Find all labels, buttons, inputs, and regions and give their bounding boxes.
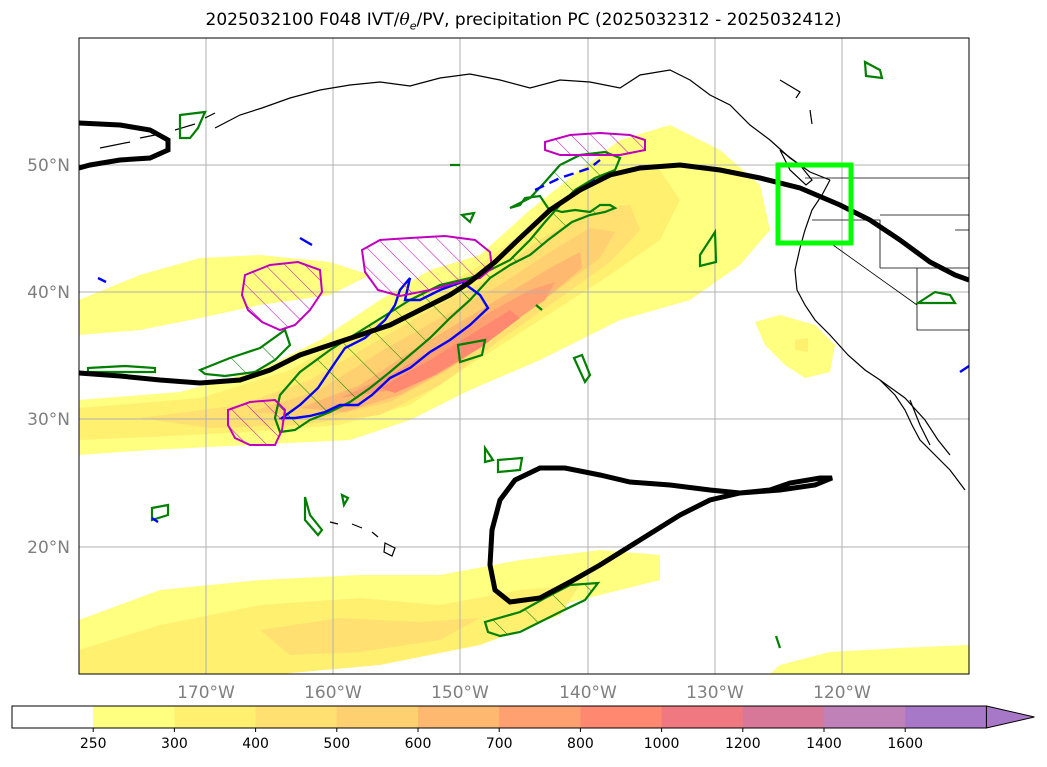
theta-small-3 [483, 444, 524, 474]
colorbar-segment [418, 706, 500, 728]
colorbar-segment [255, 706, 338, 728]
blue-main-contour [278, 277, 490, 420]
theta-small-7 [698, 228, 718, 268]
blue-small-1 [97, 236, 313, 284]
alaska-coast [214, 69, 831, 181]
hawaii-islands [329, 521, 396, 557]
precip-area-4 [227, 398, 287, 446]
lat-label-30: 30°N [27, 410, 70, 430]
theta-symbol: θ [399, 10, 410, 30]
theta-small-13 [535, 304, 782, 649]
colorbar-tick-label: 1400 [806, 736, 842, 752]
plot-title: 2025032100 F048 IVT/θe/PV, precipitation… [0, 10, 1047, 32]
precip-area-1 [360, 234, 494, 298]
map-frame [78, 37, 970, 675]
colorbar-tick-label: 300 [161, 736, 188, 752]
colorbar-segment [580, 706, 663, 728]
ivt-800-core [380, 310, 520, 393]
blue-small-3 [151, 517, 159, 523]
ivt-bl-400 [260, 618, 480, 655]
title-prefix: 2025032100 F048 IVT/ [205, 10, 400, 30]
theta-small-8 [914, 290, 957, 305]
west-coast [794, 179, 966, 491]
colorbar-tick-label: 500 [323, 736, 350, 752]
lon-label-120w: 120°W [813, 683, 871, 703]
colorbar-tick-label: 400 [242, 736, 269, 752]
state-borders [812, 214, 969, 331]
colorbar-labels: 250 300 400 500 600 700 800 1000 1200 1400 1600 [80, 728, 923, 752]
colorbar-segment [742, 706, 825, 728]
haida-gwaii [779, 79, 813, 125]
lon-label-160w: 160°W [304, 683, 362, 703]
colorbar-segment [499, 706, 581, 728]
map-area [79, 38, 969, 674]
theta-small-12 [450, 163, 476, 224]
colorbar-segment [905, 706, 987, 728]
lon-label-150w: 150°W [431, 683, 489, 703]
colorbar-segment [93, 706, 175, 728]
colorbar [11, 705, 1035, 729]
precip-contours [227, 131, 646, 446]
aleutian-islands [99, 112, 216, 149]
lat-label-50: 50°N [27, 156, 70, 176]
colorbar-segment [336, 706, 419, 728]
lon-label-130w: 130°W [686, 683, 744, 703]
lat-labels: 20°N 30°N 40°N 50°N [27, 156, 70, 558]
ivt-br-250 [770, 645, 969, 674]
theta-small-6 [572, 353, 592, 385]
theta-small-9 [863, 60, 884, 80]
colorbar-tick-label: 250 [80, 736, 107, 752]
theta-subscript: e [409, 19, 417, 33]
colorbar-segment [174, 706, 257, 728]
ivt-300-main [79, 170, 680, 440]
theta-small-11 [340, 493, 350, 509]
baja-california [879, 379, 951, 456]
precip-area-2 [240, 260, 324, 332]
lon-label-170w: 170°W [177, 683, 235, 703]
colorbar-extend-arrow [985, 705, 1035, 729]
title-suffix: /PV, precipitation PC (2025032312 - 2025… [416, 10, 842, 30]
ivt-calif-300 [795, 338, 808, 352]
theta-main-band [273, 150, 622, 434]
colorbar-tick-label: 1600 [887, 736, 923, 752]
theta-small-10 [150, 503, 170, 522]
lat-label-40: 40°N [27, 283, 70, 303]
highlight-box [775, 162, 854, 246]
precip-area-3 [544, 131, 646, 156]
colorbar-tick-label: 600 [405, 736, 432, 752]
theta-small-1 [178, 110, 207, 140]
colorbar-segment [824, 706, 906, 728]
gridlines [79, 38, 969, 674]
colorbar-tick-label: 800 [567, 736, 594, 752]
lon-label-140w: 140°W [559, 683, 617, 703]
lat-label-20: 20°N [27, 538, 70, 558]
theta-e-contours [86, 60, 957, 649]
colorbar-tick-label: 1200 [725, 736, 761, 752]
colorbar-segment [661, 706, 744, 728]
theta-small-5 [456, 338, 487, 364]
blue-small-2 [959, 365, 969, 373]
pv-topleft-contour [79, 120, 171, 171]
pv-cutoff-loop [487, 465, 833, 605]
colorbar-segment [12, 706, 94, 728]
colorbar-tick-label: 1000 [644, 736, 680, 752]
colorbar-tick-label: 700 [486, 736, 513, 752]
theta-small-4 [303, 496, 324, 537]
ivt-700-core [340, 282, 555, 398]
lon-labels: 170°W 160°W 150°W 140°W 130°W 120°W [177, 683, 871, 703]
coastlines [99, 69, 969, 557]
theta-left-lobe [197, 328, 292, 378]
